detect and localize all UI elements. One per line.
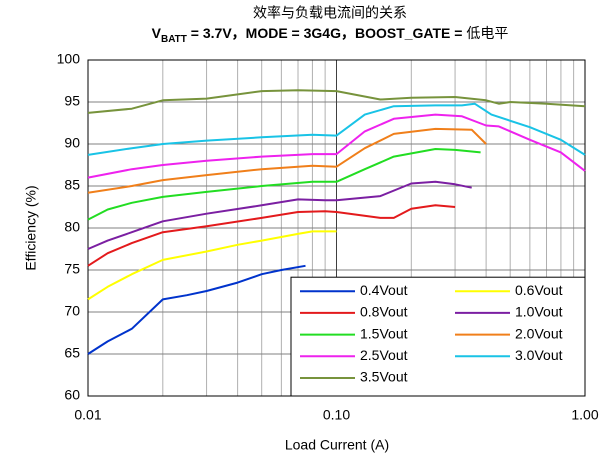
y-tick-label: 80 (64, 219, 80, 235)
legend-label: 0.8Vout (360, 304, 408, 320)
legend-label: 1.5Vout (360, 325, 408, 341)
x-axis-label: Load Current (A) (285, 437, 389, 453)
y-tick-label: 70 (64, 303, 80, 319)
series-line (87, 148, 481, 221)
series-line (87, 102, 586, 156)
legend-box (290, 276, 586, 397)
legend-label: 1.0Vout (515, 304, 563, 320)
legend-label: 2.5Vout (360, 347, 408, 363)
legend-label: 0.6Vout (515, 282, 563, 298)
subtitle-part: V (152, 25, 162, 41)
series-line (87, 230, 337, 301)
series-line (87, 89, 586, 114)
y-tick-label: 60 (64, 387, 80, 403)
y-tick-label: 95 (64, 93, 80, 109)
subtitle-part: 低电平 (466, 25, 508, 41)
x-tick-label: 0.10 (323, 407, 350, 423)
subtitle-part: = 3.7V，MODE = 3G4G，BOOST_GATE = (187, 25, 466, 41)
legend-label: 0.4Vout (360, 282, 408, 298)
y-tick-label: 90 (64, 135, 80, 151)
series-line (87, 180, 472, 250)
series-line (87, 127, 487, 194)
legend-label: 3.5Vout (360, 369, 408, 385)
legend-label: 2.0Vout (515, 325, 563, 341)
y-axis-label: Efficiency (%) (23, 185, 39, 270)
y-tick-label: 65 (64, 345, 80, 361)
legend-label: 3.0Vout (515, 347, 563, 363)
chart-title: 效率与负载电流间的关系 (253, 5, 407, 21)
chart-subtitle: VBATT = 3.7V，MODE = 3G4G，BOOST_GATE = 低电… (152, 25, 509, 45)
series-line (87, 113, 586, 179)
subtitle-subscript: BATT (161, 34, 187, 45)
y-tick-label: 85 (64, 177, 80, 193)
y-tick-label: 75 (64, 261, 80, 277)
series-line (87, 264, 306, 355)
x-tick-label: 0.01 (74, 407, 101, 423)
x-tick-label: 1.00 (571, 407, 598, 423)
series-line (87, 204, 456, 267)
y-tick-label: 100 (57, 51, 81, 67)
